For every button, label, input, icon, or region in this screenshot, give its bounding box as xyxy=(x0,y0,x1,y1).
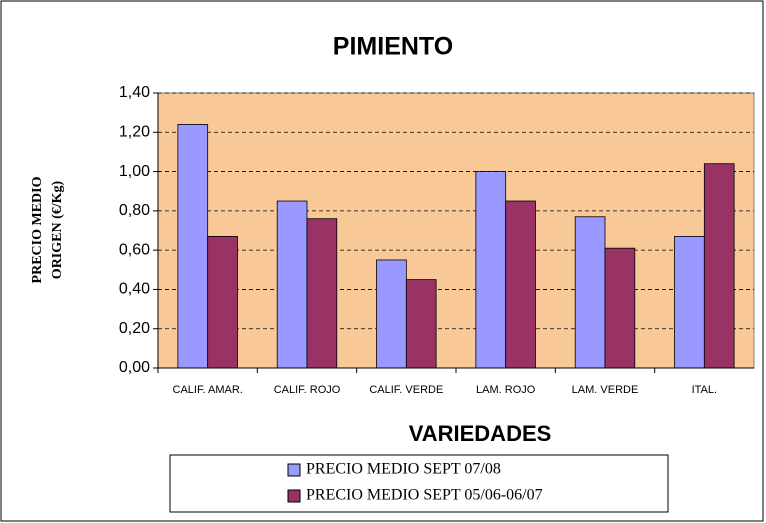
chart-title: PIMIENTO xyxy=(333,33,453,61)
y-axis-label-line: PRECIO MEDIO xyxy=(30,176,45,283)
legend-label: PRECIO MEDIO SEPT 05/06-06/07 xyxy=(306,487,543,504)
bar xyxy=(703,163,735,369)
legend-box xyxy=(169,454,669,513)
x-tick-label: LAM. ROJO xyxy=(476,384,536,396)
y-tick-label: 0,40 xyxy=(119,281,150,298)
x-tick-label: CALIF. AMAR. xyxy=(173,384,243,396)
bar xyxy=(276,200,308,369)
y-tick-label: 0,80 xyxy=(119,202,150,219)
y-tick-label: 0,00 xyxy=(119,359,150,376)
x-axis-label: VARIEDADES xyxy=(409,421,552,446)
bar xyxy=(475,171,507,369)
y-tick-label: 0,60 xyxy=(119,241,150,258)
bar xyxy=(376,259,407,369)
bar xyxy=(674,235,705,369)
y-tick-label: 1,00 xyxy=(119,163,150,180)
bar xyxy=(306,218,338,369)
bar xyxy=(405,279,437,369)
legend-swatch xyxy=(287,463,301,477)
legend-label: PRECIO MEDIO SEPT 07/08 xyxy=(306,461,501,478)
y-tick-label: 1,40 xyxy=(119,84,150,101)
y-tick-label: 1,20 xyxy=(119,124,150,141)
y-tick-label: 0,20 xyxy=(119,320,150,337)
x-tick-label: CALIF. VERDE xyxy=(369,384,443,396)
x-tick-label: CALIF. ROJO xyxy=(274,384,341,396)
legend-swatch xyxy=(287,489,301,503)
y-axis-label: PRECIO MEDIO ORIGEN (€/Kg) xyxy=(30,176,65,283)
bar xyxy=(505,200,536,369)
bar xyxy=(604,247,636,369)
x-tick-label: LAM. VERDE xyxy=(572,384,639,396)
plot-area xyxy=(157,92,755,369)
bar xyxy=(177,124,209,369)
bar xyxy=(574,216,606,369)
x-tick-label: ITAL. xyxy=(692,384,717,396)
y-axis-label-line: ORIGEN (€/Kg) xyxy=(50,180,65,279)
bar xyxy=(207,235,238,369)
